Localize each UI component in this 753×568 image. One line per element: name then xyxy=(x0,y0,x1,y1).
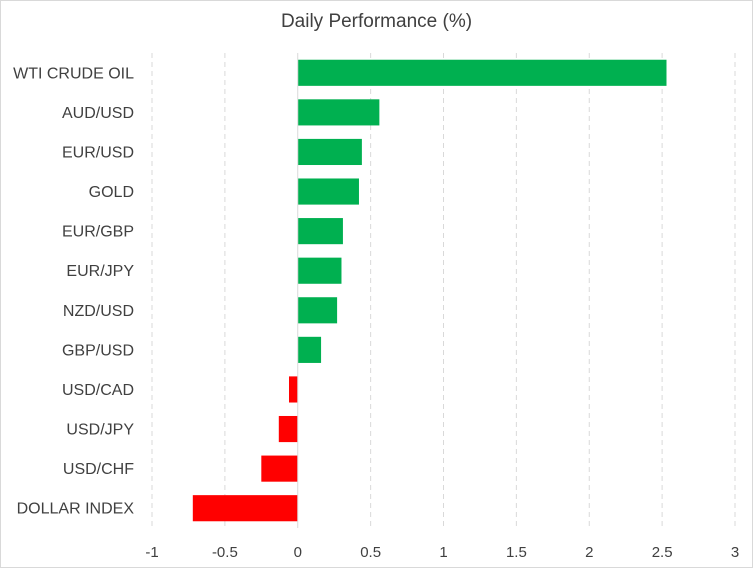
x-tick-label: -1 xyxy=(145,544,158,561)
bar xyxy=(297,257,342,284)
chart-title: Daily Performance (%) xyxy=(280,11,473,32)
bar xyxy=(297,138,362,166)
category-label: EUR/USD xyxy=(62,144,134,161)
bar xyxy=(192,495,298,522)
x-tick-label: 1 xyxy=(439,544,447,561)
category-label: USD/CAD xyxy=(62,382,134,399)
bar xyxy=(289,376,298,403)
category-label: NZD/USD xyxy=(63,303,134,320)
x-tick-label: -0.5 xyxy=(212,544,238,561)
category-label: AUD/USD xyxy=(62,105,134,122)
category-label: USD/JPY xyxy=(66,422,134,439)
x-tick-label: 3 xyxy=(731,544,739,561)
bar xyxy=(261,455,298,482)
x-tick-label: 2.5 xyxy=(652,544,673,561)
x-tick-label: 1.5 xyxy=(506,544,527,561)
x-tick-label: 0 xyxy=(294,544,302,561)
x-tick-label: 2 xyxy=(585,544,593,561)
bar xyxy=(297,99,380,126)
bar xyxy=(297,297,338,324)
category-label: USD/CHF xyxy=(63,461,134,478)
category-label: EUR/JPY xyxy=(66,263,134,280)
category-label: GBP/USD xyxy=(62,342,134,359)
x-tick-label: 0.5 xyxy=(360,544,381,561)
bar xyxy=(297,59,667,86)
bar xyxy=(297,336,322,363)
bar xyxy=(297,178,359,205)
category-label: WTI CRUDE OIL xyxy=(13,65,134,82)
bar xyxy=(297,218,343,245)
category-label: DOLLAR INDEX xyxy=(17,501,135,518)
category-label: GOLD xyxy=(89,184,134,201)
bar xyxy=(278,415,298,443)
category-label: EUR/GBP xyxy=(62,224,134,241)
